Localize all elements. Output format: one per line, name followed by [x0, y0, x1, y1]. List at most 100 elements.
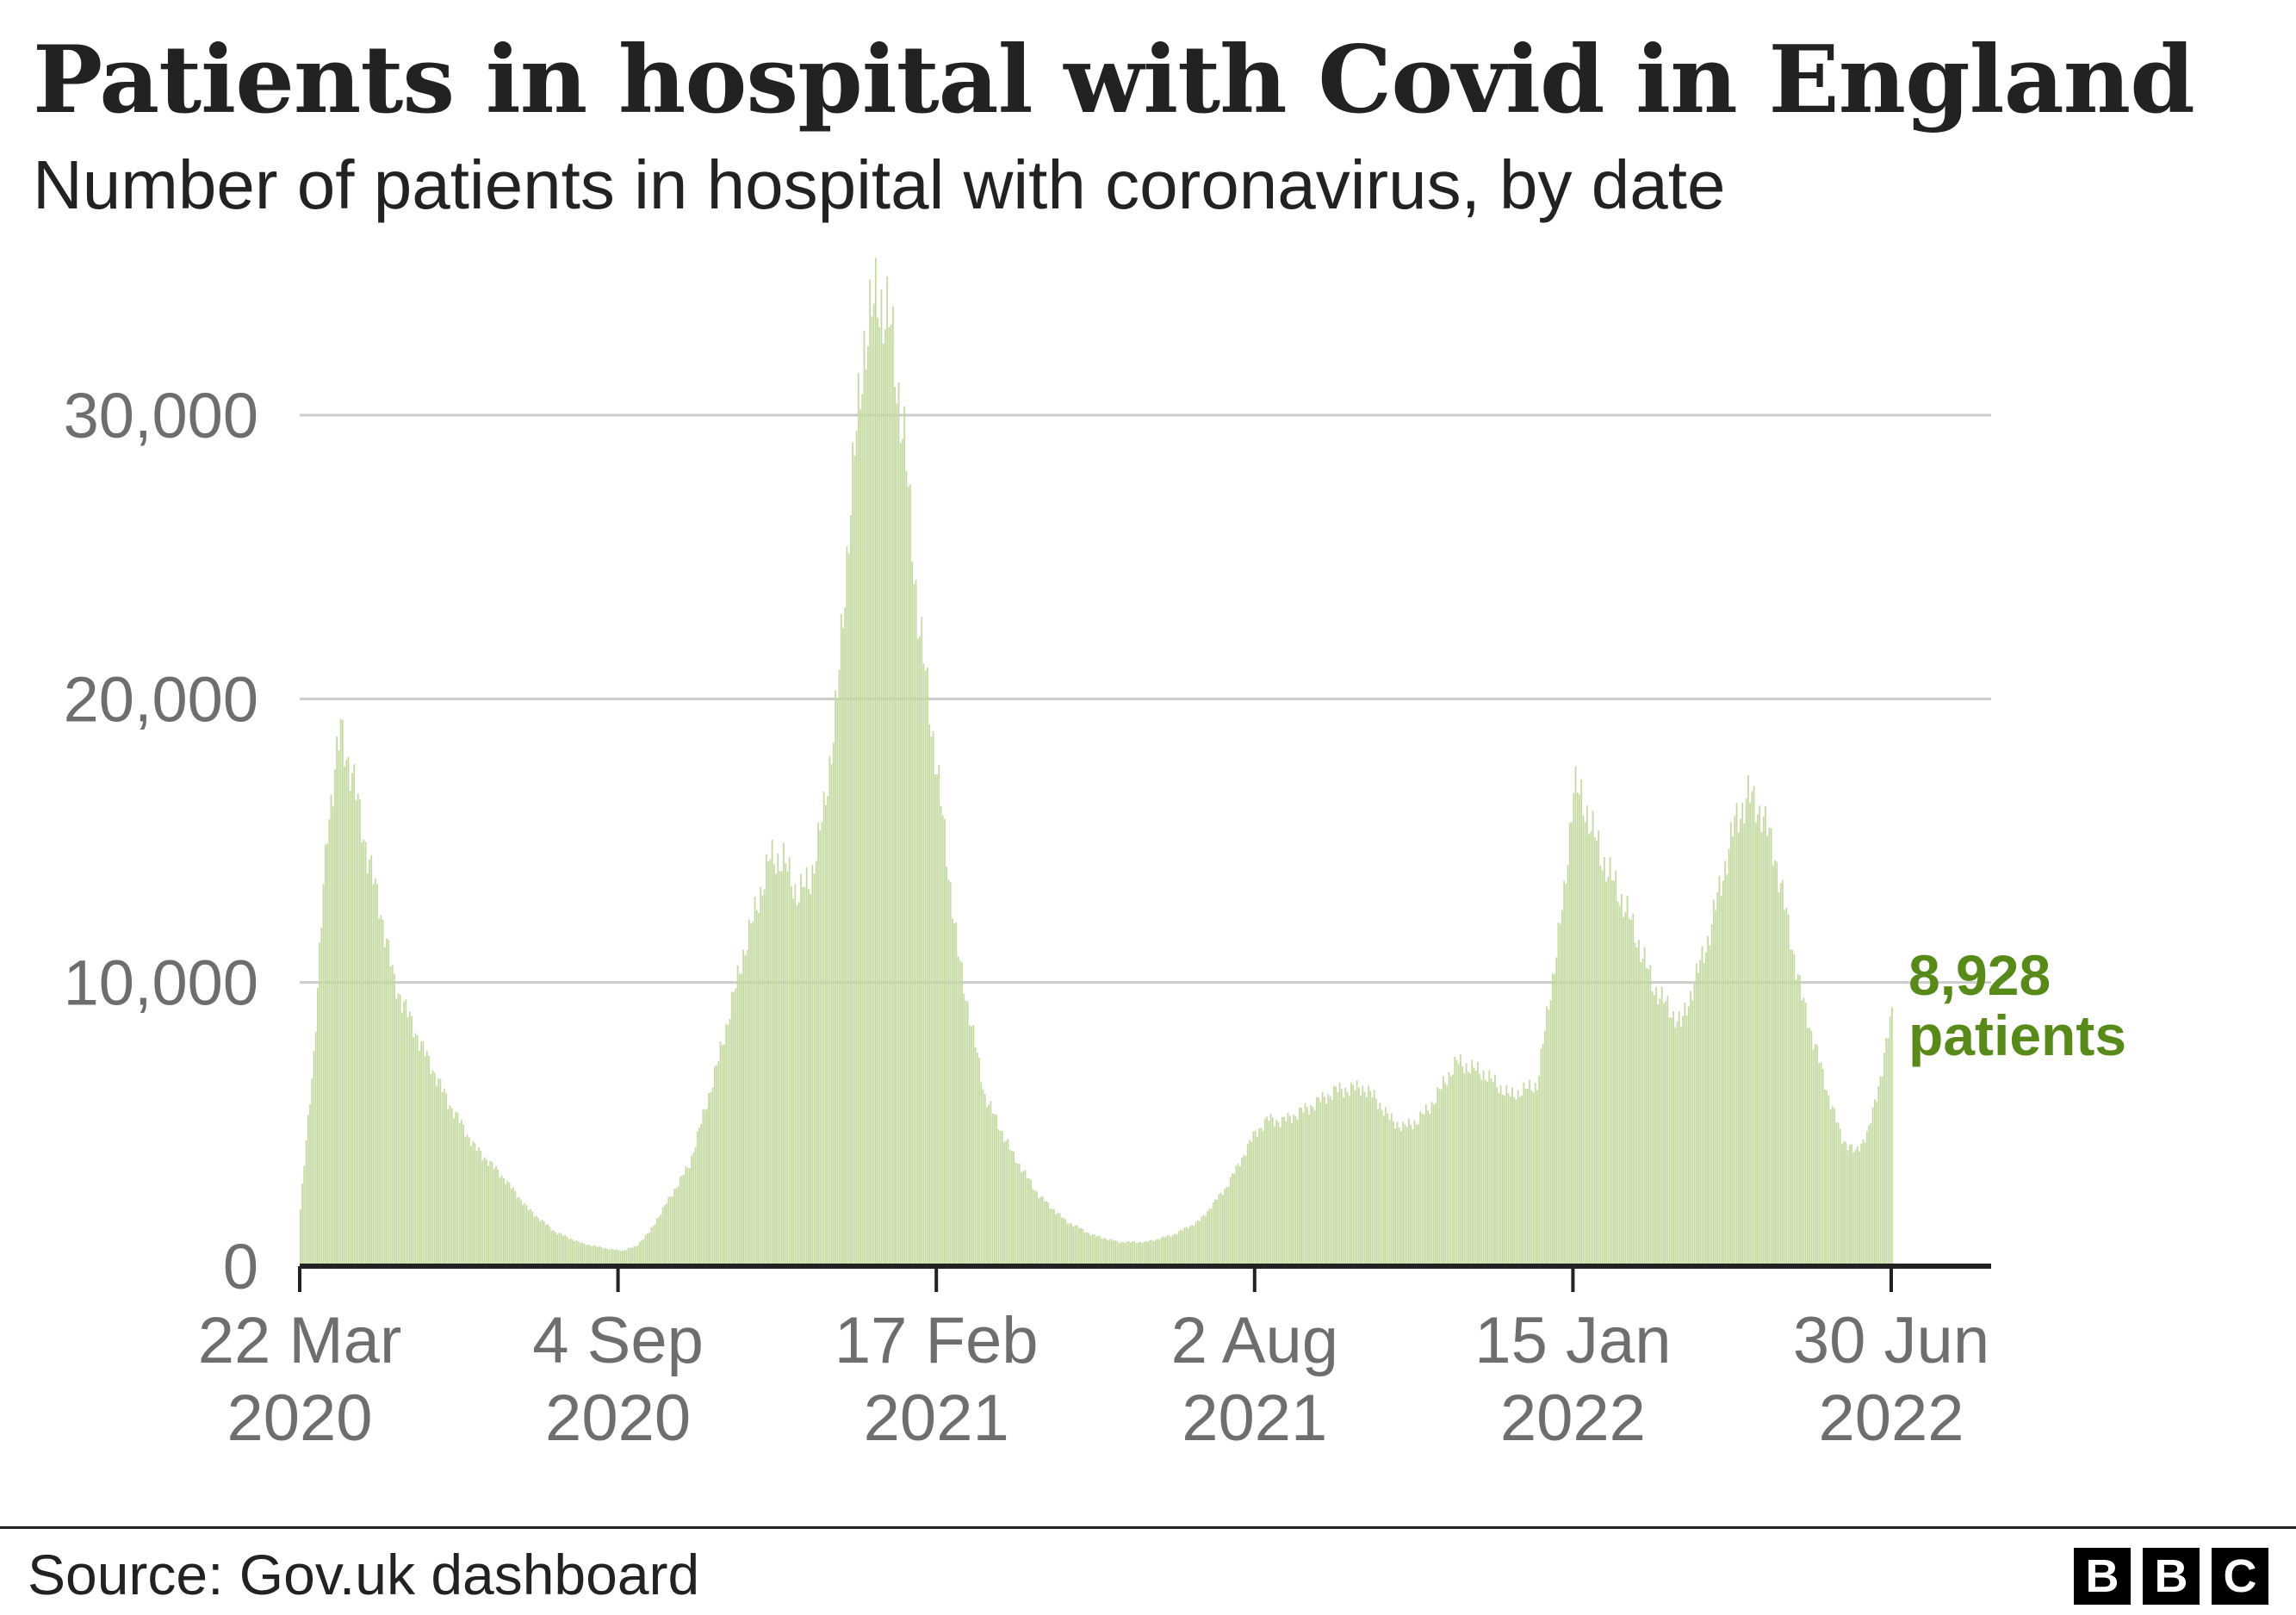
bar [1133, 1241, 1136, 1266]
bar [971, 1026, 973, 1266]
bar [1421, 1113, 1424, 1266]
bar [835, 690, 836, 1266]
bar [1028, 1178, 1030, 1266]
bar [1356, 1080, 1358, 1266]
bar [1387, 1113, 1389, 1266]
bar [586, 1244, 589, 1266]
callout-label: patients [1908, 1003, 2126, 1067]
bar [1051, 1208, 1053, 1266]
bar [1460, 1054, 1461, 1266]
bar [378, 918, 381, 1266]
bar [1423, 1115, 1425, 1266]
bar [1864, 1142, 1866, 1266]
bar [1147, 1241, 1149, 1266]
bar [369, 859, 370, 1266]
bar [1743, 823, 1746, 1266]
bar [1488, 1070, 1491, 1266]
bar [952, 918, 953, 1266]
bar [1873, 1099, 1876, 1266]
bar [639, 1241, 641, 1266]
bar [1807, 1028, 1809, 1266]
bar [819, 830, 822, 1266]
bar [1085, 1232, 1088, 1266]
bar [1430, 1102, 1433, 1266]
bar [1275, 1119, 1278, 1266]
bar [380, 915, 382, 1266]
bar [932, 731, 934, 1266]
bar [614, 1250, 616, 1266]
logo-letter-c: C [2212, 1548, 2268, 1605]
bar [1072, 1227, 1075, 1266]
bar [1559, 923, 1561, 1266]
bar [575, 1239, 578, 1266]
bar [1665, 1001, 1667, 1266]
bar [1576, 792, 1579, 1266]
bar [537, 1217, 539, 1266]
bar [311, 1078, 313, 1266]
bar [654, 1224, 656, 1266]
bar [1306, 1107, 1308, 1266]
bar [822, 792, 825, 1266]
bar [1486, 1081, 1488, 1266]
bar [894, 387, 896, 1266]
bar [996, 1115, 997, 1266]
bar [1582, 815, 1585, 1266]
bar [832, 742, 835, 1266]
bar [1676, 1021, 1679, 1266]
bar [838, 669, 841, 1266]
bar [1296, 1120, 1299, 1266]
bar [1168, 1235, 1170, 1266]
bar [1390, 1113, 1393, 1266]
bar [1666, 996, 1669, 1266]
bar [466, 1134, 469, 1266]
bar [1601, 870, 1604, 1266]
bar [1854, 1149, 1857, 1266]
bar [727, 1024, 729, 1266]
bar [1579, 794, 1580, 1266]
bar [1343, 1096, 1344, 1266]
bar [1400, 1130, 1402, 1266]
bar [988, 1104, 990, 1266]
bar [1810, 1030, 1813, 1266]
bar [648, 1232, 650, 1266]
bar [1834, 1108, 1835, 1266]
bar [1668, 1017, 1671, 1266]
bar [499, 1177, 501, 1266]
bar [1779, 883, 1782, 1266]
bar [1321, 1091, 1324, 1266]
bar [572, 1239, 574, 1266]
bar [1032, 1189, 1034, 1266]
bar [1202, 1214, 1205, 1266]
bar [1513, 1096, 1516, 1266]
bar [1035, 1191, 1038, 1266]
bar [1649, 965, 1652, 1266]
bar [1274, 1126, 1275, 1266]
bar [627, 1248, 630, 1266]
bar [483, 1157, 486, 1266]
bar [449, 1105, 451, 1266]
logo-letter-b2: B [2143, 1548, 2200, 1605]
bar [1784, 910, 1786, 1266]
bar [916, 638, 919, 1266]
bar [1753, 786, 1755, 1266]
bar [1137, 1242, 1139, 1266]
bar [750, 923, 752, 1266]
bar [840, 613, 842, 1266]
bar [797, 902, 800, 1266]
bar [1846, 1150, 1849, 1266]
bar [746, 950, 748, 1266]
bar [736, 965, 739, 1266]
bar [909, 484, 911, 1266]
bar [1066, 1223, 1069, 1266]
bar [1218, 1194, 1220, 1266]
bar [733, 991, 735, 1266]
bar [1135, 1243, 1138, 1266]
bar [1254, 1130, 1257, 1266]
bar [589, 1245, 591, 1266]
bar [1684, 1003, 1686, 1266]
bar [1204, 1215, 1207, 1266]
bar [522, 1204, 524, 1266]
bar [1690, 991, 1691, 1266]
bar [1348, 1096, 1350, 1266]
